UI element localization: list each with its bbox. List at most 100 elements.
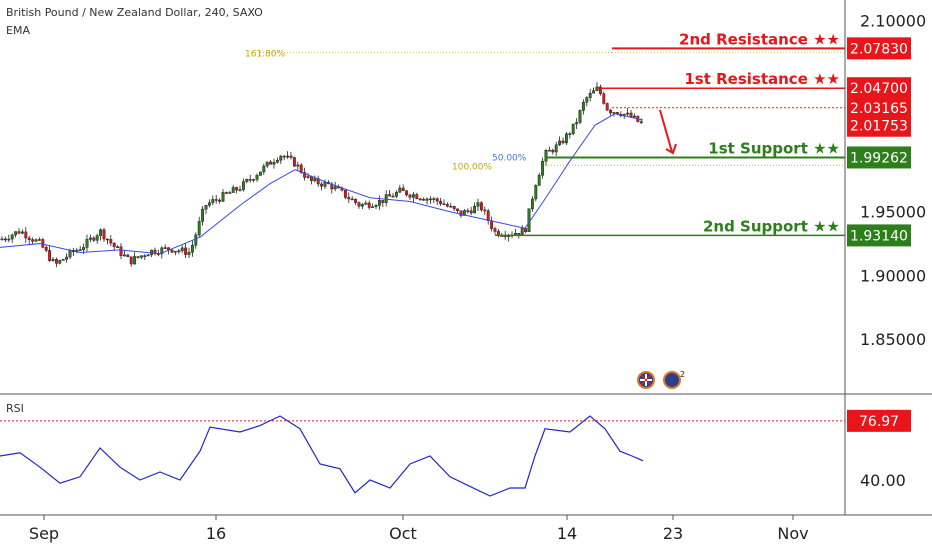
forecast-arrow — [659, 109, 673, 153]
candle — [187, 247, 191, 258]
candle — [445, 202, 449, 208]
candle — [541, 157, 545, 179]
candle — [204, 204, 208, 215]
candle — [534, 184, 538, 202]
levels-layer: 2nd Resistance ★★ 2.07830 1st Resistance ★… — [260, 30, 911, 247]
candle — [241, 178, 245, 192]
candle — [561, 137, 565, 145]
candle — [48, 245, 52, 262]
candle — [398, 184, 402, 193]
candle — [180, 245, 184, 253]
candle — [456, 208, 460, 213]
candle — [377, 195, 381, 210]
candle — [109, 235, 113, 247]
candle — [479, 201, 483, 212]
candle — [435, 197, 439, 206]
candle — [136, 256, 140, 259]
candle — [17, 228, 21, 235]
candle — [418, 198, 422, 201]
indicator-label: EMA — [6, 24, 30, 37]
candle — [95, 233, 99, 244]
x-tick-label: Oct — [389, 524, 417, 543]
candle — [493, 226, 497, 235]
candle — [24, 227, 28, 243]
candle — [320, 182, 324, 191]
candle — [177, 248, 181, 254]
candle — [425, 197, 429, 205]
candle — [112, 242, 116, 251]
candle — [547, 146, 551, 152]
candle — [238, 185, 242, 192]
rsi-line — [0, 415, 644, 497]
candle — [466, 208, 470, 214]
candle — [415, 192, 419, 200]
candle — [194, 232, 198, 249]
candle — [609, 108, 613, 116]
candle — [564, 132, 568, 145]
level-price-label: 1.93140 — [850, 228, 908, 244]
x-tick-label: 16 — [206, 524, 226, 543]
candle — [126, 254, 130, 258]
candle — [7, 234, 11, 243]
rsi-level-label: 76.97 — [859, 414, 899, 430]
candle — [146, 254, 150, 257]
candle — [469, 206, 473, 216]
x-tick-label: Nov — [777, 524, 808, 543]
candle — [558, 136, 562, 147]
candle — [190, 240, 194, 257]
candle — [275, 157, 279, 164]
candle — [184, 243, 188, 258]
flag-icons[interactable]: 2 — [637, 370, 685, 389]
candle — [27, 235, 31, 245]
candle — [252, 178, 256, 183]
candle — [347, 192, 351, 204]
candle — [483, 206, 487, 216]
y-tick-label: 1.85000 — [860, 330, 926, 349]
candle — [530, 196, 534, 212]
fib-labels: 161.80% 50.00%100.00% — [245, 50, 527, 173]
candle — [272, 158, 276, 169]
candle — [228, 190, 232, 194]
candle — [20, 229, 24, 235]
candle — [248, 174, 252, 183]
candle — [476, 198, 480, 211]
candle — [116, 245, 120, 248]
candle — [282, 154, 286, 161]
candle — [343, 189, 347, 200]
candle — [65, 253, 69, 263]
candle — [286, 151, 290, 159]
candle — [279, 154, 283, 164]
candle — [374, 203, 378, 209]
candle — [88, 234, 92, 243]
x-tick-label: 23 — [663, 524, 683, 543]
candle — [78, 245, 82, 251]
nz-flag-icon[interactable] — [663, 371, 681, 389]
level-price-tag — [847, 77, 911, 100]
candle — [143, 254, 147, 260]
candle — [102, 227, 106, 242]
candle — [408, 193, 412, 200]
candle — [221, 189, 225, 203]
candle — [449, 202, 453, 208]
candle — [394, 190, 398, 198]
candle — [258, 171, 262, 176]
candle — [34, 238, 38, 243]
candle — [554, 141, 558, 156]
y-axis-ticks: 2.10000 1.95000 1.90000 1.85000 — [860, 12, 926, 349]
candle — [306, 172, 310, 179]
candle — [0, 236, 4, 241]
candle — [129, 256, 133, 267]
candle — [255, 173, 259, 183]
candle — [163, 244, 167, 250]
level-price-label: 1.99262 — [850, 150, 908, 166]
candle — [122, 250, 126, 257]
candle — [452, 205, 456, 212]
forecast-arrowhead — [665, 143, 677, 155]
rsi-plot: 76.97 40.00 — [0, 409, 911, 497]
candle — [99, 228, 103, 241]
candle — [367, 200, 371, 210]
candle — [357, 201, 361, 209]
candle — [578, 109, 582, 125]
candle — [235, 186, 239, 194]
